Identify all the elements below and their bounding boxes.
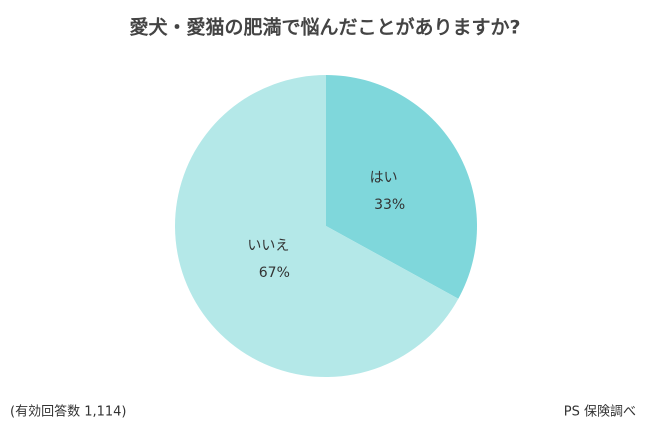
pie-slice xyxy=(326,75,477,299)
source: PS 保険調べ xyxy=(564,405,636,420)
pie-slice xyxy=(174,75,459,378)
value-label: 67% xyxy=(259,265,290,281)
slice-label: はい xyxy=(370,170,398,186)
value-label: 33% xyxy=(374,197,405,213)
footnote: (有効回答数 1,114) xyxy=(10,404,127,420)
chart-title: 愛犬・愛猫の肥満で悩んだことがありますか? xyxy=(129,16,520,39)
slice-label: いいえ xyxy=(247,238,289,254)
